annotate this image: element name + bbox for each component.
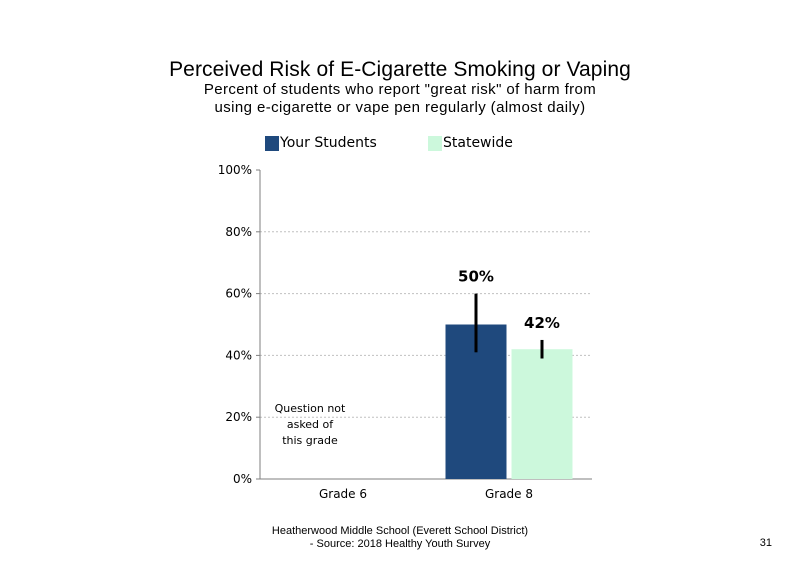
annotation-line: asked of [287,418,334,431]
legend-label-your-students: Your Students [280,135,377,151]
legend-item-your-students: Your Students [265,134,377,152]
legend-swatch-statewide [428,135,442,151]
legend-swatch-your-students [265,135,279,151]
footer: Heatherwood Middle School (Everett Schoo… [240,525,560,551]
legend-item-statewide: Statewide [428,134,513,152]
chart-title: Perceived Risk of E-Cigarette Smoking or… [169,58,631,81]
x-tick-label: Grade 8 [485,487,533,501]
bar-statewide [511,349,573,479]
chart-subtitle: Percent of students who report "great ri… [0,81,800,117]
y-tick-label: 100% [218,163,252,177]
data-label: 50% [458,268,494,286]
footer-school: Heatherwood Middle School (Everett Schoo… [271,525,529,537]
y-tick-label: 80% [225,225,252,239]
annotation-line: this grade [282,434,338,447]
y-tick-label: 20% [225,410,252,424]
footer-source: - Source: 2018 Healthy Youth Survey [309,538,491,550]
legend-label-statewide: Statewide [443,135,513,151]
subtitle-line-2: using e-cigarette or vape pen regularly … [214,99,586,116]
y-tick-label: 40% [225,348,252,362]
page-number: 31 [759,537,772,549]
annotation-line: Question not [275,402,346,415]
y-tick-label: 60% [225,287,252,301]
y-tick-label: 0% [233,472,252,486]
subtitle-line-1: Percent of students who report "great ri… [203,81,597,98]
data-label: 42% [524,314,560,332]
x-tick-label: Grade 6 [319,487,367,501]
